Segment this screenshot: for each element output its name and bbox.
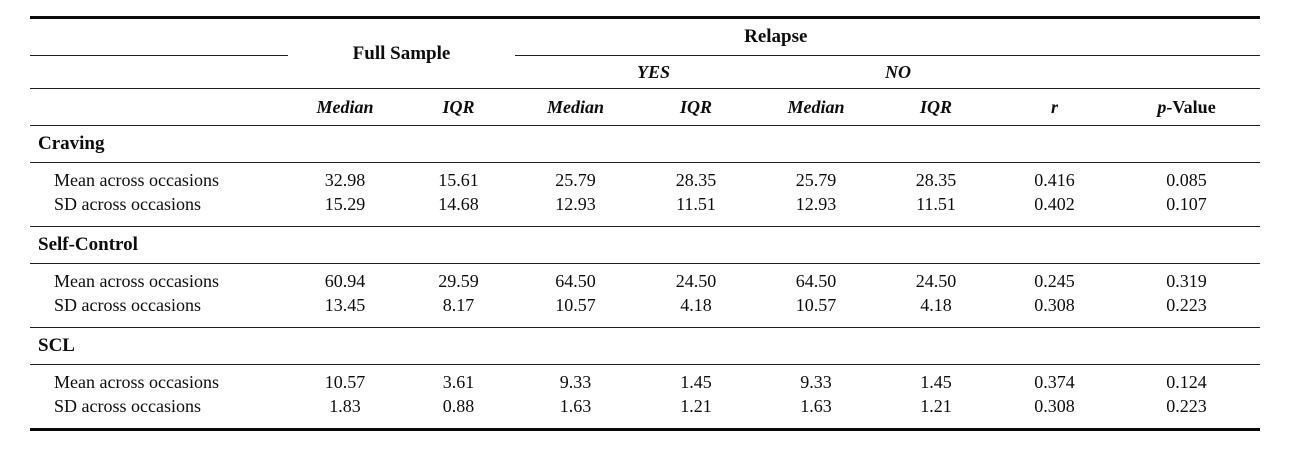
data-cell: 1.63	[559, 395, 592, 416]
data-cell: 25.79	[555, 169, 596, 190]
section-title: SCL	[30, 327, 1261, 365]
data-cell: 10.57	[756, 293, 876, 328]
data-cell: 0.374	[1034, 371, 1075, 392]
data-cell: 64.50	[795, 270, 837, 291]
data-cell: 14.68	[402, 192, 515, 227]
col-header-iqr-yes: IQR	[636, 88, 756, 126]
data-cell: 24.50	[675, 270, 717, 291]
p-label: p	[1157, 96, 1167, 117]
row-label: SD across occasions	[30, 293, 288, 328]
data-cell: 32.98	[324, 169, 366, 190]
data-cell: 0.402	[996, 192, 1113, 227]
header-empty-p	[1113, 55, 1261, 89]
table-row: Mean across occasions 32.98 15.61 25.79 …	[30, 163, 1260, 193]
data-cell: 4.18	[876, 293, 996, 328]
row-label: SD across occasions	[30, 192, 288, 227]
data-cell: 9.33	[800, 371, 832, 392]
data-cell: 15.29	[288, 192, 402, 227]
data-cell: 1.45	[680, 371, 712, 392]
section-craving: Craving Mean across occasions 32.98 15.6…	[30, 125, 1261, 227]
table-row: Mean across occasions 60.94 29.59 64.50 …	[30, 264, 1260, 294]
stub-header-cell	[30, 17, 288, 56]
data-cell: 0.88	[442, 395, 475, 416]
data-cell: 0.245	[1034, 270, 1075, 291]
data-cell: 0.223	[1166, 395, 1207, 416]
col-header-median-yes: Median	[515, 88, 636, 126]
table-row: SD across occasions 13.45 8.17 10.57 4.1…	[30, 293, 1261, 328]
col-header-iqr-no: IQR	[876, 88, 996, 126]
data-cell: 1.63	[800, 395, 832, 416]
stub-empty-cell	[30, 55, 288, 89]
section-self-control: Self-Control Mean across occasions 60.94…	[30, 226, 1261, 328]
data-cell: 0.124	[1166, 371, 1207, 392]
data-cell: 4.18	[636, 293, 756, 328]
no-label: NO	[885, 61, 911, 82]
col-header-r: r	[996, 88, 1113, 126]
header-full-sample: Full Sample	[288, 17, 515, 89]
data-cell: 12.93	[756, 192, 876, 227]
header-relapse-group: Relapse	[515, 17, 1261, 56]
table-row: SD across occasions 15.29 14.68 12.93 11…	[30, 192, 1261, 227]
section-scl: SCL Mean across occasions 10.57 3.61 9.3…	[30, 327, 1261, 430]
data-cell: 1.21	[920, 395, 952, 416]
value-label: -Value	[1166, 96, 1216, 117]
data-cell: 0.085	[1166, 169, 1207, 190]
full-sample-label: Full Sample	[352, 42, 451, 64]
data-cell: 0.308	[996, 293, 1113, 328]
col-header-p-value: p-Value	[1113, 88, 1261, 126]
data-cell: 29.59	[438, 270, 479, 291]
data-cell: 0.416	[1034, 169, 1075, 190]
data-cell: 28.35	[915, 169, 957, 190]
data-cell: 3.61	[442, 371, 475, 392]
table-row: Mean across occasions 10.57 3.61 9.33 1.…	[30, 365, 1260, 395]
data-cell: 1.21	[680, 395, 712, 416]
relapse-label: Relapse	[744, 26, 808, 47]
row-label: SD across occasions	[54, 395, 201, 416]
data-cell: 25.79	[795, 169, 837, 190]
data-cell: 10.57	[324, 371, 366, 392]
section-title: Self-Control	[30, 226, 1261, 264]
data-cell: 60.94	[324, 270, 366, 291]
data-cell: 1.83	[329, 395, 361, 416]
col-header-median-no: Median	[756, 88, 876, 126]
statistics-table: Full Sample Relapse YES NO Median	[0, 16, 1293, 451]
data-cell: 28.35	[675, 169, 717, 190]
data-cell: 10.57	[515, 293, 636, 328]
row-label: Mean across occasions	[54, 169, 219, 190]
data-cell: 12.93	[515, 192, 636, 227]
data-cell: 11.51	[876, 192, 996, 227]
header-no: NO	[756, 55, 996, 89]
data-cell: 1.45	[920, 371, 952, 392]
data-cell: 15.61	[438, 169, 479, 190]
data-cell: 11.51	[636, 192, 756, 227]
yes-label: YES	[636, 61, 670, 82]
col-header-iqr-full: IQR	[402, 88, 515, 126]
section-title: Craving	[30, 125, 1261, 163]
header-empty-r	[996, 55, 1113, 89]
header-yes: YES	[515, 55, 756, 89]
data-cell: 0.107	[1113, 192, 1261, 227]
data-cell: 8.17	[402, 293, 515, 328]
data-cell: 13.45	[288, 293, 402, 328]
data-cell: 9.33	[559, 371, 592, 392]
data-cell: 0.223	[1113, 293, 1261, 328]
data-cell: 64.50	[555, 270, 596, 291]
col-header-median-full: Median	[288, 88, 402, 126]
row-label: Mean across occasions	[54, 270, 219, 291]
row-label: Mean across occasions	[54, 371, 219, 392]
data-cell: 24.50	[915, 270, 957, 291]
table-header: Full Sample Relapse YES NO Median	[30, 17, 1261, 126]
stub-empty-cell	[30, 88, 288, 126]
table-row: SD across occasions 1.83 0.88 1.63 1.21 …	[30, 394, 1260, 430]
descriptives-table: Full Sample Relapse YES NO Median	[30, 16, 1261, 431]
data-cell: 0.308	[1034, 395, 1075, 416]
data-cell: 0.319	[1166, 270, 1207, 291]
